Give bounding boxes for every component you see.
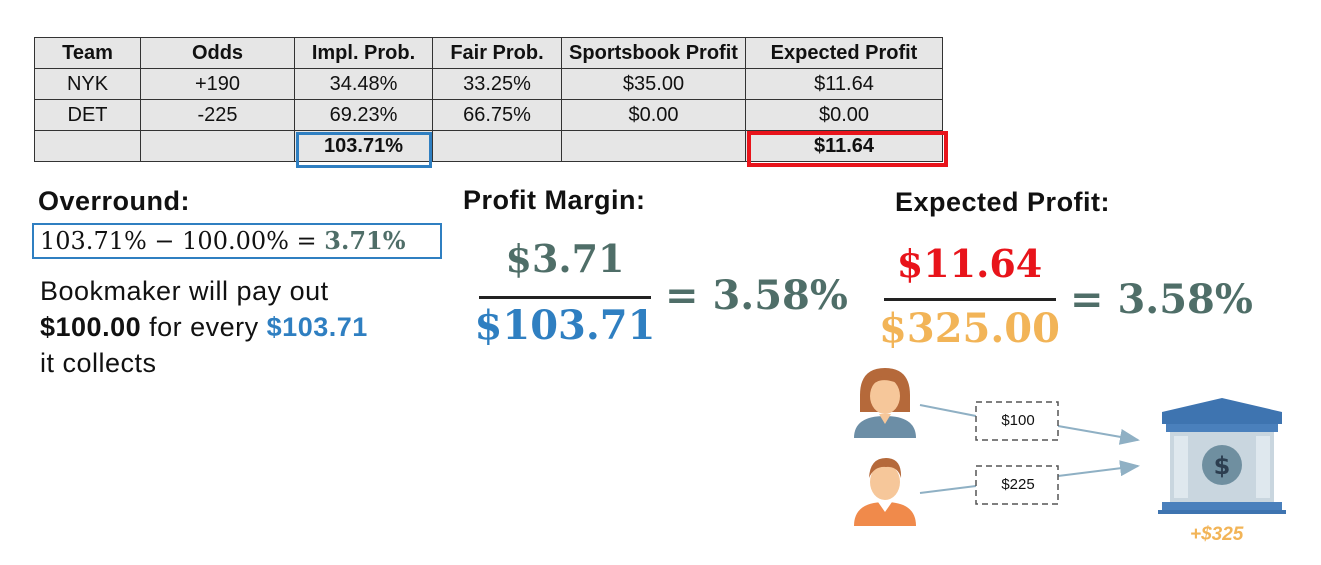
cell-fair-probability: 66.75% xyxy=(432,99,562,131)
cell-fair-probability: 33.25% xyxy=(432,68,562,100)
fraction-bar xyxy=(884,298,1056,301)
header-implied-probability: Impl. Prob. xyxy=(294,37,433,69)
explanation-line-2: $100.00 for every $103.71 xyxy=(40,309,368,345)
header-odds: Odds xyxy=(140,37,295,69)
header-sportsbook-profit: Sportsbook Profit xyxy=(561,37,746,69)
amount-paid: $100.00 xyxy=(40,312,142,342)
cell-team: DET xyxy=(34,99,141,131)
bet-amount-1: $100 xyxy=(1001,412,1035,429)
cell-team: NYK xyxy=(34,68,141,100)
total-cell-team xyxy=(34,130,141,162)
overround-formula-left: 103.71% − 100.00% = xyxy=(40,227,325,255)
overround-result: 3.71% xyxy=(324,226,406,255)
expected-profit-highlight xyxy=(747,131,948,167)
man-bettor-icon xyxy=(854,458,916,526)
total-cell-sportsbook-profit xyxy=(561,130,746,162)
table-header-row: Team Odds Impl. Prob. Fair Prob. Sportsb… xyxy=(34,37,943,69)
arrow-icon xyxy=(919,404,1140,494)
cell-sportsbook-profit: $35.00 xyxy=(561,68,746,100)
bet-amount-2: $225 xyxy=(1001,476,1035,493)
cell-expected-profit: $0.00 xyxy=(745,99,943,131)
odds-table: Team Odds Impl. Prob. Fair Prob. Sportsb… xyxy=(34,37,943,162)
explanation-line-1: Bookmaker will pay out xyxy=(40,276,329,306)
cell-implied-probability: 69.23% xyxy=(294,99,433,131)
table-row: DET -225 69.23% 66.75% $0.00 $0.00 xyxy=(34,99,943,131)
bank-icon: $ xyxy=(1158,398,1286,514)
profit-margin-denominator: $103.71 xyxy=(474,302,656,349)
bet-box-2 xyxy=(975,465,1059,505)
table-row: NYK +190 34.48% 33.25% $35.00 $11.64 xyxy=(34,68,943,100)
expected-profit-heading: Expected Profit: xyxy=(895,187,1111,217)
cell-sportsbook-profit: $0.00 xyxy=(561,99,746,131)
total-expected-profit: $11.64 xyxy=(745,130,943,162)
total-implied-probability: 103.71% xyxy=(294,130,433,162)
expected-profit-numerator: $11.64 xyxy=(896,241,1043,286)
explanation-middle: for every xyxy=(141,312,267,342)
header-team: Team xyxy=(34,37,141,69)
cell-implied-probability: 34.48% xyxy=(294,68,433,100)
fraction-bar xyxy=(479,296,651,299)
total-cell-odds xyxy=(140,130,295,162)
total-cell-fair-probability xyxy=(432,130,562,162)
header-expected-profit: Expected Profit xyxy=(745,37,943,69)
profit-margin-numerator: $3.71 xyxy=(505,236,625,281)
woman-bettor-icon xyxy=(854,368,916,438)
overround-formula: 103.71% − 100.00% = 3.71% xyxy=(32,223,442,259)
explanation-line-3: it collects xyxy=(40,348,157,378)
header-fair-probability: Fair Prob. xyxy=(432,37,562,69)
implied-total-highlight xyxy=(296,132,432,168)
profit-margin-heading: Profit Margin: xyxy=(463,185,646,215)
overround-heading: Overround: xyxy=(38,186,191,216)
cell-odds: +190 xyxy=(140,68,295,100)
amount-collected: $103.71 xyxy=(266,312,368,342)
dollar-icon: $ xyxy=(1202,445,1242,485)
profit-margin-result: = 3.58% xyxy=(665,272,848,319)
cell-odds: -225 xyxy=(140,99,295,131)
cell-expected-profit: $11.64 xyxy=(745,68,943,100)
bet-box-1 xyxy=(975,401,1059,441)
table-total-row: 103.71% $11.64 xyxy=(34,130,943,162)
bookmaker-explanation: Bookmaker will pay out $100.00 for every… xyxy=(40,273,368,381)
expected-profit-denominator: $325.00 xyxy=(879,305,1060,352)
expected-profit-result: = 3.58% xyxy=(1070,276,1253,323)
svg-text:$: $ xyxy=(1214,452,1231,480)
bet-flow-diagram: $ xyxy=(854,368,1286,526)
bank-total-label: +$325 xyxy=(1190,524,1244,545)
